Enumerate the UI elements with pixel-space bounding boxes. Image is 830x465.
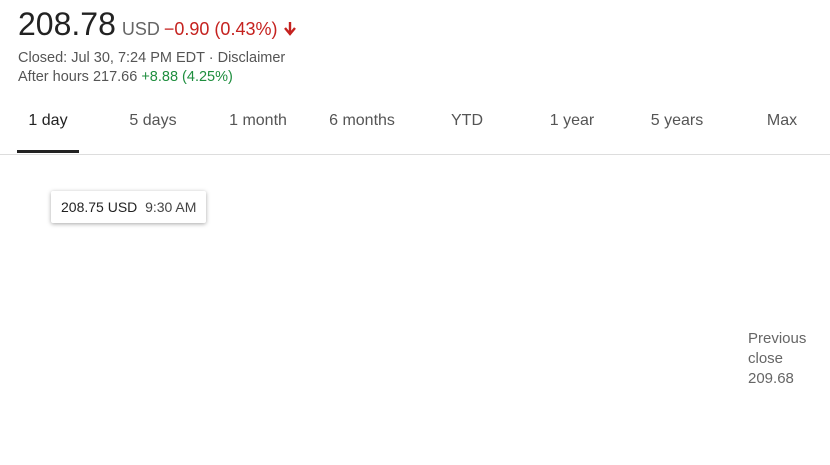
tab[interactable]: 5 years bbox=[650, 112, 704, 129]
after-hours: After hours 217.66 +8.88 (4.25%) bbox=[18, 68, 291, 87]
tab[interactable]: Max bbox=[766, 112, 798, 129]
closed: Closed: Jul 30, 7:24 PM EDT · Disclaimer bbox=[18, 50, 286, 66]
tabs: 1 day 5 days 1 month 6 months YTD 1 year 5 yea… bbox=[0, 112, 830, 155]
change: −0.90 (0.43%) bbox=[163, 19, 278, 39]
tab[interactable]: 1 day bbox=[28, 112, 68, 129]
after-hours-change: +8.88 (4.25%) bbox=[141, 69, 233, 85]
tab[interactable]: 1 month bbox=[229, 112, 287, 129]
price: 208.78 bbox=[18, 6, 116, 42]
previous-close-value: 209.68 bbox=[748, 370, 794, 387]
tab[interactable]: 5 days bbox=[129, 112, 177, 129]
tab-underline bbox=[17, 150, 79, 153]
tooltip-price: 208.75 USD bbox=[61, 199, 138, 215]
currency: USD bbox=[121, 19, 160, 39]
tab[interactable]: 6 months bbox=[329, 112, 395, 129]
tooltip: 208.75 USD 9:30 AM bbox=[51, 191, 207, 223]
after-hours-label: After hours 217.66 bbox=[18, 69, 138, 85]
tooltip-time: 9:30 AM bbox=[145, 199, 197, 215]
tab[interactable]: 1 year bbox=[549, 112, 595, 129]
previous-close: Previous close 209.68 bbox=[748, 329, 818, 389]
previous-close-label: Previous close bbox=[748, 330, 807, 367]
tab[interactable]: YTD bbox=[451, 112, 483, 129]
